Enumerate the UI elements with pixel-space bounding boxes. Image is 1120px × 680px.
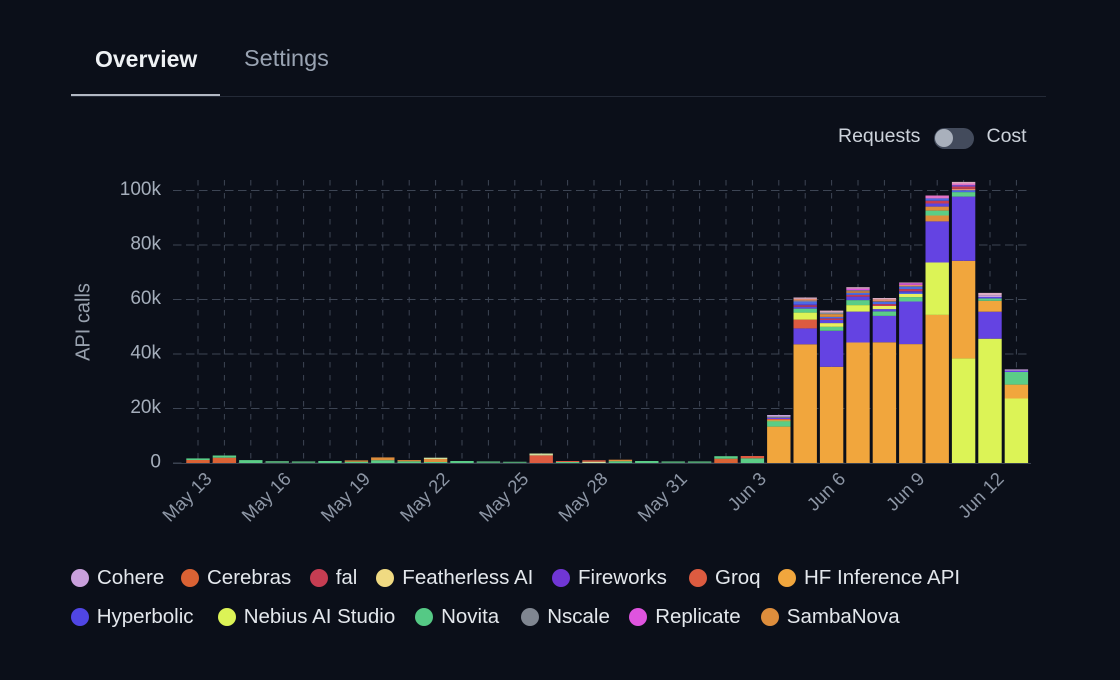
svg-text:20k: 20k [130,397,161,418]
svg-text:May 16: May 16 [237,468,295,526]
svg-text:Jun 6: Jun 6 [802,468,849,515]
svg-text:May 25: May 25 [475,468,533,526]
svg-text:Jun 9: Jun 9 [882,468,929,515]
svg-text:May 31: May 31 [633,468,691,526]
svg-text:40k: 40k [130,343,161,364]
svg-text:60k: 60k [130,288,161,309]
svg-text:0: 0 [150,452,161,473]
svg-text:Jun 12: Jun 12 [954,468,1008,522]
svg-text:May 13: May 13 [158,468,216,526]
svg-text:80k: 80k [130,234,161,255]
svg-text:May 22: May 22 [396,468,454,526]
svg-text:May 28: May 28 [554,468,612,526]
svg-text:100k: 100k [120,179,162,200]
svg-text:May 19: May 19 [316,468,374,526]
svg-text:API calls: API calls [73,283,95,361]
svg-text:Jun 3: Jun 3 [723,468,770,515]
